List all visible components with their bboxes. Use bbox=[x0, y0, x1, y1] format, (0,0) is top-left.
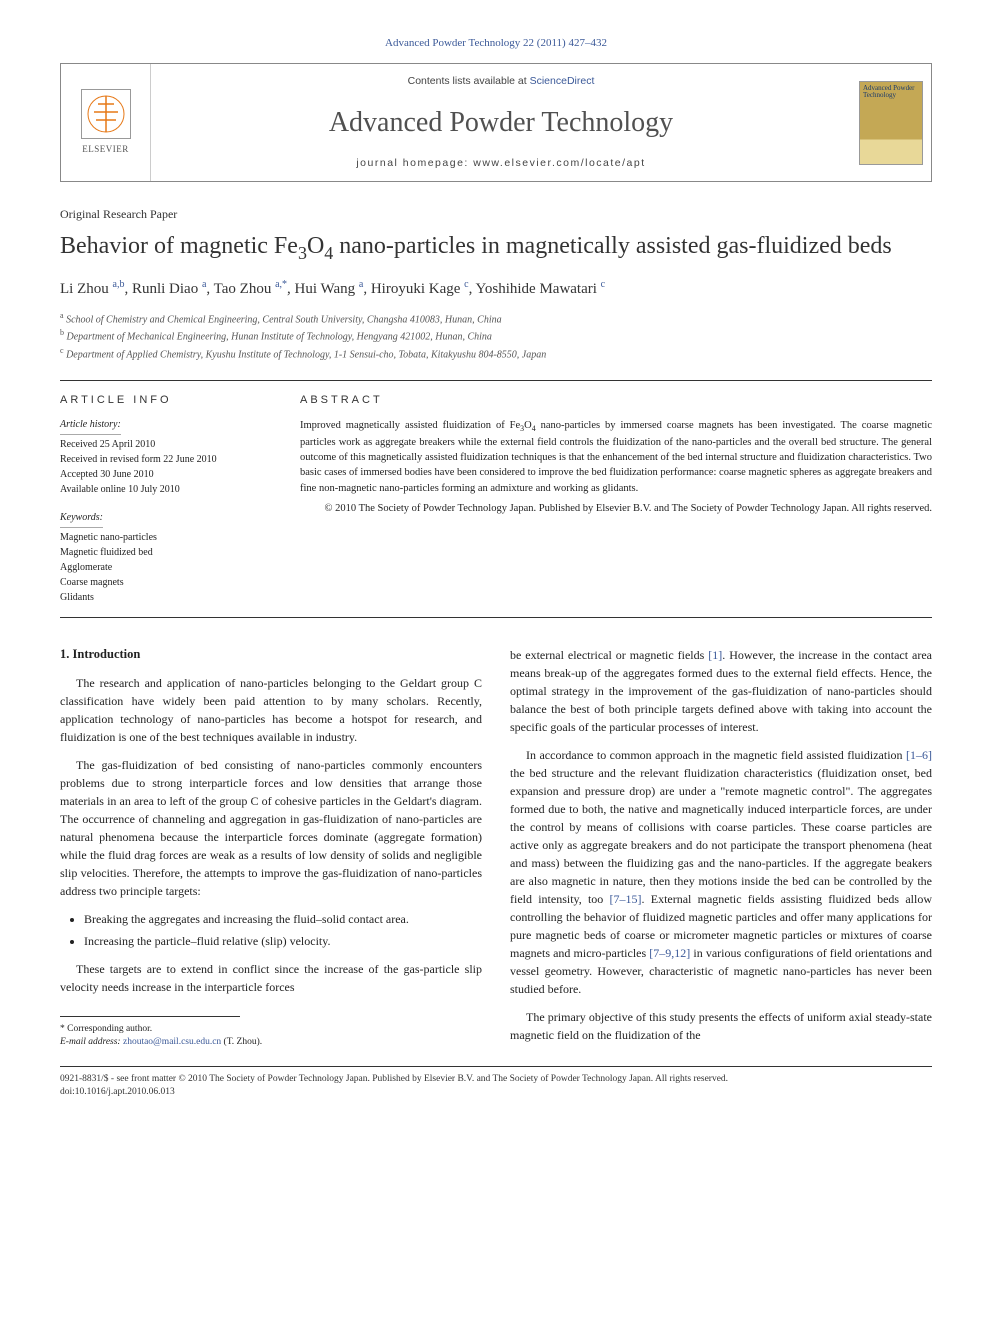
sd-prefix: Contents lists available at bbox=[408, 75, 530, 87]
article-info-left: article info Article history: Received 2… bbox=[60, 381, 280, 617]
journal-cover: Advanced Powder Technology bbox=[851, 64, 931, 181]
body-paragraph: The gas-fluidization of bed consisting o… bbox=[60, 756, 482, 900]
homepage-line: journal homepage: www.elsevier.com/locat… bbox=[356, 156, 645, 171]
body-columns: 1. Introduction The research and applica… bbox=[60, 646, 932, 1065]
publisher-logo: ELSEVIER bbox=[61, 64, 151, 181]
homepage-url[interactable]: www.elsevier.com/locate/apt bbox=[473, 157, 645, 169]
body-paragraph: These targets are to extend in conflict … bbox=[60, 960, 482, 996]
abstract-heading: abstract bbox=[300, 393, 932, 408]
keyword: Magnetic nano-particles bbox=[60, 530, 264, 545]
column-right: be external electrical or magnetic field… bbox=[510, 646, 932, 1065]
elsevier-tree-icon bbox=[81, 89, 131, 139]
body-paragraph: In accordance to common approach in the … bbox=[510, 746, 932, 998]
body-paragraph: be external electrical or magnetic field… bbox=[510, 646, 932, 736]
keyword: Magnetic fluidized bed bbox=[60, 545, 264, 560]
footer-doi: doi:10.1016/j.apt.2010.06.013 bbox=[60, 1086, 932, 1099]
corr-email[interactable]: zhoutao@mail.csu.edu.cn bbox=[123, 1037, 221, 1047]
citation: Advanced Powder Technology 22 (2011) 427… bbox=[60, 36, 932, 51]
keyword: Glidants bbox=[60, 590, 264, 605]
affiliations: a School of Chemistry and Chemical Engin… bbox=[60, 310, 932, 362]
history-item: Received in revised form 22 June 2010 bbox=[60, 452, 264, 467]
sciencedirect-line: Contents lists available at ScienceDirec… bbox=[408, 74, 595, 89]
corr-label: * Corresponding author. bbox=[60, 1023, 482, 1036]
keywords-list: Magnetic nano-particles Magnetic fluidiz… bbox=[60, 530, 264, 605]
paper-type: Original Research Paper bbox=[60, 206, 932, 223]
abstract-copyright: © 2010 The Society of Powder Technology … bbox=[300, 502, 932, 517]
column-left: 1. Introduction The research and applica… bbox=[60, 646, 482, 1065]
publisher-name: ELSEVIER bbox=[82, 143, 129, 156]
history-list: Received 25 April 2010 Received in revis… bbox=[60, 437, 264, 497]
affiliation-b: b Department of Mechanical Engineering, … bbox=[60, 327, 932, 344]
article-info-row: article info Article history: Received 2… bbox=[60, 380, 932, 618]
history-item: Available online 10 July 2010 bbox=[60, 482, 264, 497]
corresponding-author: * Corresponding author. E-mail address: … bbox=[60, 1023, 482, 1050]
abstract-text: Improved magnetically assisted fluidizat… bbox=[300, 418, 932, 495]
homepage-prefix: journal homepage: bbox=[356, 157, 473, 169]
body-paragraph: The research and application of nano-par… bbox=[60, 674, 482, 746]
header-center: Contents lists available at ScienceDirec… bbox=[151, 64, 851, 181]
authors: Li Zhou a,b, Runli Diao a, Tao Zhou a,*,… bbox=[60, 278, 932, 300]
corr-name: (T. Zhou). bbox=[224, 1037, 263, 1047]
history-item: Received 25 April 2010 bbox=[60, 437, 264, 452]
affiliation-c: c Department of Applied Chemistry, Kyush… bbox=[60, 345, 932, 362]
footer-copyright: 0921-8831/$ - see front matter © 2010 Th… bbox=[60, 1073, 932, 1086]
list-item: Breaking the aggregates and increasing t… bbox=[84, 910, 482, 928]
email-label: E-mail address: bbox=[60, 1037, 121, 1047]
journal-name: Advanced Powder Technology bbox=[329, 103, 673, 142]
article-info-heading: article info bbox=[60, 393, 264, 408]
history-item: Accepted 30 June 2010 bbox=[60, 467, 264, 482]
body-paragraph: The primary objective of this study pres… bbox=[510, 1008, 932, 1044]
article-title: Behavior of magnetic Fe3O4 nano-particle… bbox=[60, 231, 932, 264]
keyword: Coarse magnets bbox=[60, 575, 264, 590]
journal-header: ELSEVIER Contents lists available at Sci… bbox=[60, 63, 932, 182]
abstract-box: abstract Improved magnetically assisted … bbox=[280, 381, 932, 617]
cover-thumbnail: Advanced Powder Technology bbox=[859, 81, 923, 165]
section-1-heading: 1. Introduction bbox=[60, 646, 482, 664]
footnote-separator bbox=[60, 1016, 240, 1017]
page-footer: 0921-8831/$ - see front matter © 2010 Th… bbox=[60, 1066, 932, 1100]
keywords-label: Keywords: bbox=[60, 511, 103, 528]
affiliation-a: a School of Chemistry and Chemical Engin… bbox=[60, 310, 932, 327]
list-item: Increasing the particle–fluid relative (… bbox=[84, 932, 482, 950]
sciencedirect-link[interactable]: ScienceDirect bbox=[530, 75, 595, 87]
targets-list: Breaking the aggregates and increasing t… bbox=[84, 910, 482, 950]
keyword: Agglomerate bbox=[60, 560, 264, 575]
history-label: Article history: bbox=[60, 418, 121, 435]
